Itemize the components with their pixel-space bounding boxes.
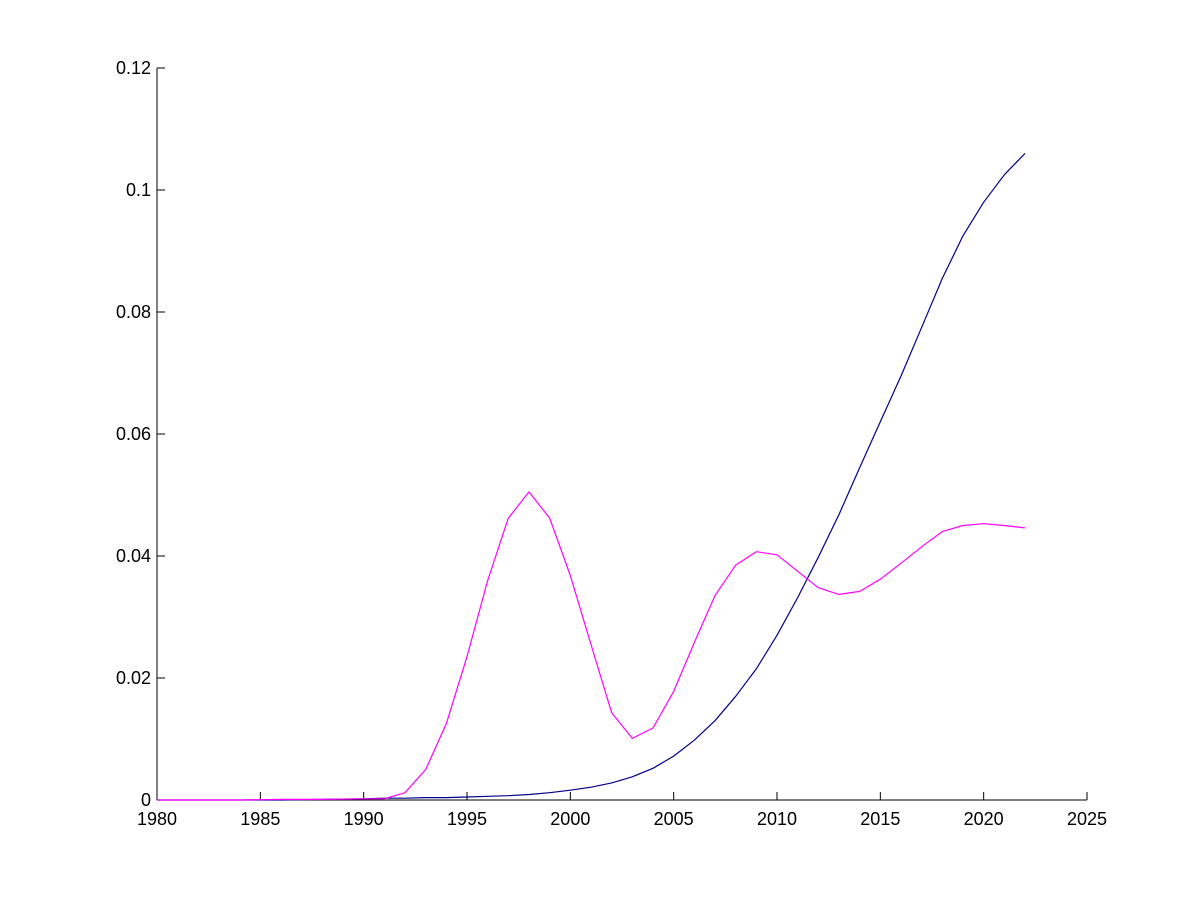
axes <box>156 68 1087 801</box>
y-tick-label: 0.1 <box>126 180 151 200</box>
y-tick-label: 0.06 <box>116 424 151 444</box>
y-ticks: 0 0.02 0.04 0.06 0.08 0.1 0.12 <box>116 58 165 810</box>
y-tick-label: 0.12 <box>116 58 151 78</box>
x-tick-label: 2005 <box>654 809 694 829</box>
y-tick-label: 0.08 <box>116 302 151 322</box>
x-tick-label: 1995 <box>447 809 487 829</box>
y-tick-label: 0.02 <box>116 668 151 688</box>
x-tick-label: 1990 <box>344 809 384 829</box>
x-tick-label: 2015 <box>860 809 900 829</box>
series-line-2 <box>157 491 1026 801</box>
y-tick-label: 0.04 <box>116 546 151 566</box>
x-tick-label: 2025 <box>1067 809 1107 829</box>
series-line-1 <box>157 152 1026 801</box>
x-tick-label: 1980 <box>137 809 177 829</box>
y-tick-label: 0 <box>141 790 151 810</box>
series-layer <box>157 152 1026 801</box>
x-tick-label: 1985 <box>240 809 280 829</box>
x-tick-label: 2000 <box>550 809 590 829</box>
x-ticks: 1980 1985 1990 1995 2000 2005 2010 2015 2020 2025 <box>137 792 1107 829</box>
x-tick-label: 2010 <box>757 809 797 829</box>
x-tick-label: 2020 <box>964 809 1004 829</box>
